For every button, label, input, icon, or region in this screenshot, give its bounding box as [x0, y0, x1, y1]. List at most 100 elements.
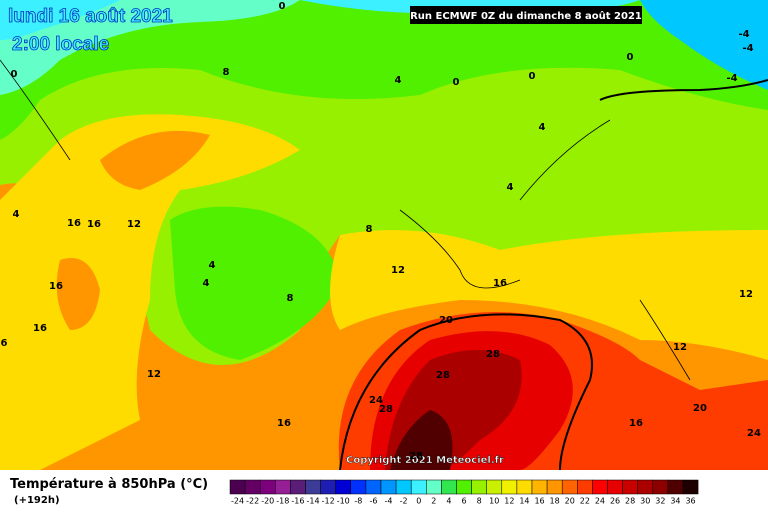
legend-cell	[546, 479, 563, 495]
legend-tick-label: 6	[462, 497, 467, 506]
contour-label: 28	[379, 404, 393, 415]
legend-tick-label: 34	[670, 497, 680, 506]
legend-cell	[667, 479, 684, 495]
colder-area	[0, 0, 300, 95]
legend-cell	[335, 479, 352, 495]
legend-tick-label: -14	[307, 497, 320, 506]
legend-tick-label: -16	[291, 497, 304, 506]
contour-label: 12	[391, 265, 405, 276]
legend-tick-label: -10	[337, 497, 350, 506]
contour-label: 4	[507, 182, 514, 193]
contour-label: 16	[87, 219, 101, 230]
warm-pocket	[100, 130, 210, 190]
legend-cell	[244, 479, 261, 495]
warm-band	[0, 114, 300, 471]
copyright: Copyright 2021 Meteociel.fr	[346, 455, 504, 466]
contour-label: 16	[49, 281, 63, 292]
legend-cell	[561, 479, 578, 495]
run-box	[410, 6, 642, 24]
legend-tick-label: -20	[261, 497, 274, 506]
contour-label: -4	[738, 29, 749, 40]
legend-tick-label: 30	[640, 497, 650, 506]
contour-label: 24	[369, 395, 383, 406]
contour-label: 8	[223, 67, 230, 78]
contour-label: 12	[147, 369, 161, 380]
contour-label: 0	[529, 71, 536, 82]
legend-cell	[637, 479, 654, 495]
isotherm	[599, 79, 768, 101]
contour-label: 4	[395, 75, 402, 86]
warm-pocket	[56, 258, 100, 330]
legend-cell	[426, 479, 442, 495]
legend-tick-label: 26	[610, 497, 620, 506]
contour-label: 16	[493, 278, 507, 289]
legend-cell	[365, 479, 382, 495]
legend-cell	[229, 479, 246, 495]
contour-label: 16	[33, 323, 47, 334]
legend-cell	[320, 479, 336, 495]
contour-label: 4	[209, 260, 216, 271]
legend-cell	[501, 479, 518, 495]
contour-label: 0	[279, 1, 286, 12]
legend-cell	[380, 479, 397, 495]
isotherm	[339, 313, 593, 471]
legend-tick-label: -24	[231, 497, 244, 506]
legend-tick-label: 2	[431, 497, 436, 506]
map-time: 2:00 locale	[12, 34, 109, 55]
legend-tick-label: 14	[519, 497, 529, 506]
cold-area	[0, 0, 768, 140]
lead-time: (+192h)	[14, 495, 60, 506]
contour-label: 28	[436, 370, 450, 381]
legend-cell	[577, 479, 593, 495]
legend-tick-label: -22	[246, 497, 259, 506]
cold-sea	[640, 0, 768, 90]
map-date: lundi 16 août 2021	[8, 6, 173, 27]
contour-label: 0	[453, 77, 460, 88]
legend-tick-label: -2	[400, 497, 408, 506]
legend-tick-label: 4	[446, 497, 451, 506]
legend-cell	[652, 479, 669, 495]
contour-label: 0	[627, 52, 634, 63]
contour-label: 8	[287, 293, 294, 304]
contour-label: 4	[13, 209, 20, 220]
legend-tick-label: 10	[489, 497, 499, 506]
legend-cell	[516, 479, 533, 495]
contour-label: 6	[1, 338, 8, 349]
legend-tick-label: -18	[276, 497, 289, 506]
legend-tick-label: 18	[550, 497, 560, 506]
legend-cell	[275, 479, 291, 495]
contour-label: 20	[439, 315, 453, 326]
legend-cell	[607, 479, 623, 495]
contour-label: 12	[739, 289, 753, 300]
legend-tick-label: 0	[416, 497, 421, 506]
legend-tick-label: 32	[655, 497, 665, 506]
coastline	[0, 59, 691, 381]
contour-label: 28	[409, 451, 423, 462]
contour-label: 12	[673, 342, 687, 353]
legend-tick-label: 22	[580, 497, 590, 506]
contour-label: 16	[277, 418, 291, 429]
legend-tick-label: 8	[477, 497, 482, 506]
legend-cell	[441, 479, 457, 495]
legend-cell	[456, 479, 472, 495]
legend-tick-label: -8	[354, 497, 362, 506]
contour-label: 4	[539, 122, 546, 133]
contour-label: 20	[693, 403, 707, 414]
legend-cell	[486, 479, 503, 495]
contour-label: 16	[67, 218, 81, 229]
legend-cell	[350, 479, 367, 495]
legend-tick-label: 12	[504, 497, 514, 506]
variable-title: Température à 850hPa (°C)	[10, 477, 208, 492]
legend-cell	[410, 479, 427, 495]
legend-tick-label: -6	[369, 497, 377, 506]
legend-cell	[622, 479, 638, 495]
cool-pocket	[170, 206, 340, 360]
legend-cell	[682, 479, 699, 495]
legend-tick-label: 20	[565, 497, 575, 506]
contour-label: 16	[629, 418, 643, 429]
contour-label: 8	[366, 224, 373, 235]
legend-tick-label: 24	[595, 497, 605, 506]
legend-tick-label: -12	[322, 497, 335, 506]
legend-cell	[471, 479, 487, 495]
